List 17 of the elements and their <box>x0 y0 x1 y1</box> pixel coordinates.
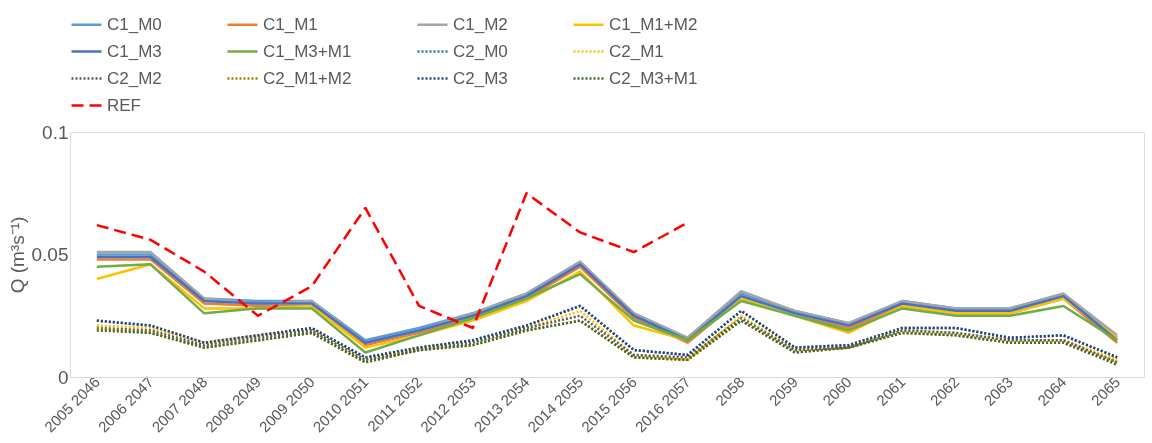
y-tick-label: 0.05 <box>31 244 69 265</box>
legend-label: C2_M3 <box>453 68 508 88</box>
legend-label: C1_M2 <box>453 14 508 34</box>
y-tick-label: 0 <box>57 366 69 388</box>
legend-label: C2_M1 <box>609 41 664 61</box>
legend-label: C1_M1+M2 <box>609 14 698 34</box>
legend-label: C2_M1+M2 <box>263 68 352 88</box>
legend-label: C1_M0 <box>107 14 162 34</box>
y-axis-title: Q (m³s⁻¹) <box>6 216 28 294</box>
y-tick-label: 0.1 <box>42 121 69 143</box>
legend-label: C1_M1 <box>263 14 318 34</box>
legend-label: C2_M2 <box>107 68 162 88</box>
legend-label: C2_M3+M1 <box>609 68 698 88</box>
legend-label: C1_M3 <box>107 41 162 61</box>
legend-label: C2_M0 <box>453 41 508 61</box>
legend-label: REF <box>107 95 141 115</box>
legend-label: C1_M3+M1 <box>263 41 352 61</box>
